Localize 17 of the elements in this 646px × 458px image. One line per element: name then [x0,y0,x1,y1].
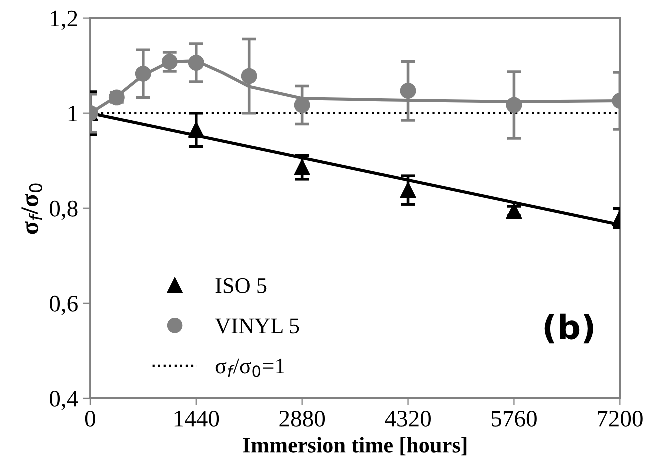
y-tick-label: 0,4 [50,390,78,410]
y-axis-title: σ$_{f}$/σ$_{0}$ [22,184,43,234]
x-tick-label: 7200 [598,410,643,427]
legend-label: VINYL 5 [215,318,300,334]
annotation: (b) [544,314,594,344]
y-tick-label: 0,6 [50,296,78,316]
x-axis-title: Immersion time [hours] [243,437,467,456]
x-tick-label: 1440 [174,410,220,427]
y-tick-label: 0,8 [50,200,78,220]
y-tick-label: 1 [68,106,78,122]
y-tick-label: 1,2 [51,10,78,30]
x-tick-label: 0 [85,410,96,427]
x-tick-label: 4320 [385,410,431,427]
x-tick-label: 5760 [492,410,537,427]
legend-label: σ$_{f}$/σ$_{0}$=1 [216,358,284,378]
legend-label: ISO 5 [216,278,267,294]
x-tick-label: 2880 [280,410,326,427]
